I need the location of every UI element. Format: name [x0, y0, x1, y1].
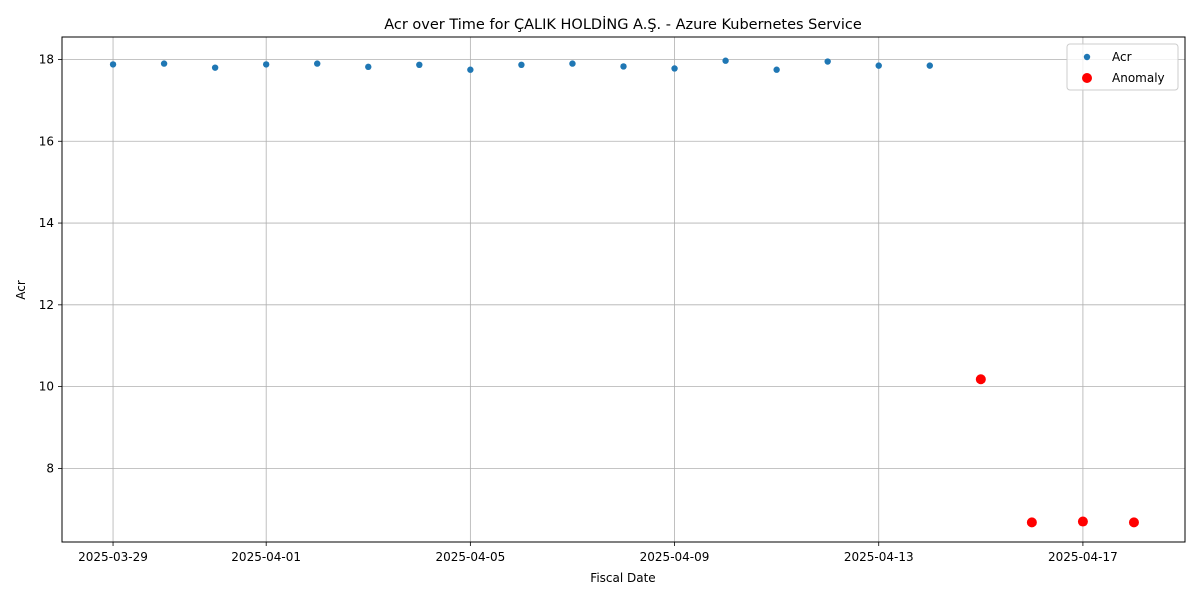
- x-tick-label: 2025-04-01: [231, 550, 301, 564]
- point-anomaly: [1077, 516, 1088, 527]
- point-acr: [518, 61, 525, 69]
- y-tick-label: 8: [46, 461, 54, 475]
- chart-title: Acr over Time for ÇALIK HOLDİNG A.Ş. - A…: [384, 15, 862, 33]
- point-acr: [824, 58, 831, 65]
- point-acr: [722, 57, 729, 64]
- x-tick-label: 2025-04-17: [1048, 550, 1118, 564]
- point-acr: [875, 62, 882, 69]
- point-acr: [416, 61, 423, 69]
- x-tick-label: 2025-03-29: [78, 550, 148, 564]
- legend: Acr Anomaly: [1066, 43, 1179, 91]
- x-tick-label: 2025-04-13: [844, 550, 914, 564]
- axis-ticks: 2025-03-29 2025-04-01 2025-04-05 2025-04-09…: [39, 52, 1118, 564]
- legend-marker-anomaly: [1082, 73, 1092, 83]
- x-axis-label: Fiscal Date: [590, 571, 655, 585]
- legend-box: [1066, 43, 1179, 91]
- point-acr: [671, 65, 678, 72]
- point-acr: [926, 62, 933, 69]
- plot-frame: [61, 36, 1186, 543]
- y-tick-label: 14: [39, 216, 54, 230]
- point-acr: [569, 60, 576, 67]
- point-acr: [160, 60, 168, 67]
- x-tick-label: 2025-04-05: [435, 550, 505, 564]
- point-acr: [211, 64, 219, 71]
- data-points: [109, 57, 1139, 528]
- point-anomaly: [1026, 517, 1037, 528]
- point-anomaly: [1128, 517, 1139, 528]
- x-tick-label: 2025-04-09: [640, 550, 710, 564]
- legend-label-anomaly: Anomaly: [1112, 71, 1165, 85]
- y-axis-label: Acr: [14, 280, 28, 300]
- point-acr: [262, 61, 270, 68]
- point-acr: [365, 63, 372, 71]
- point-anomaly: [975, 374, 986, 385]
- y-tick-label: 18: [39, 52, 54, 66]
- point-acr: [314, 60, 321, 67]
- point-acr: [773, 66, 780, 73]
- point-acr: [467, 66, 474, 73]
- y-tick-label: 16: [39, 134, 54, 148]
- legend-label-acr: Acr: [1112, 50, 1132, 64]
- legend-marker-acr: [1083, 53, 1091, 61]
- point-acr: [109, 61, 117, 68]
- y-tick-label: 12: [39, 298, 54, 312]
- y-tick-label: 10: [39, 380, 54, 394]
- point-acr: [620, 63, 627, 70]
- grid-lines: [62, 37, 1185, 542]
